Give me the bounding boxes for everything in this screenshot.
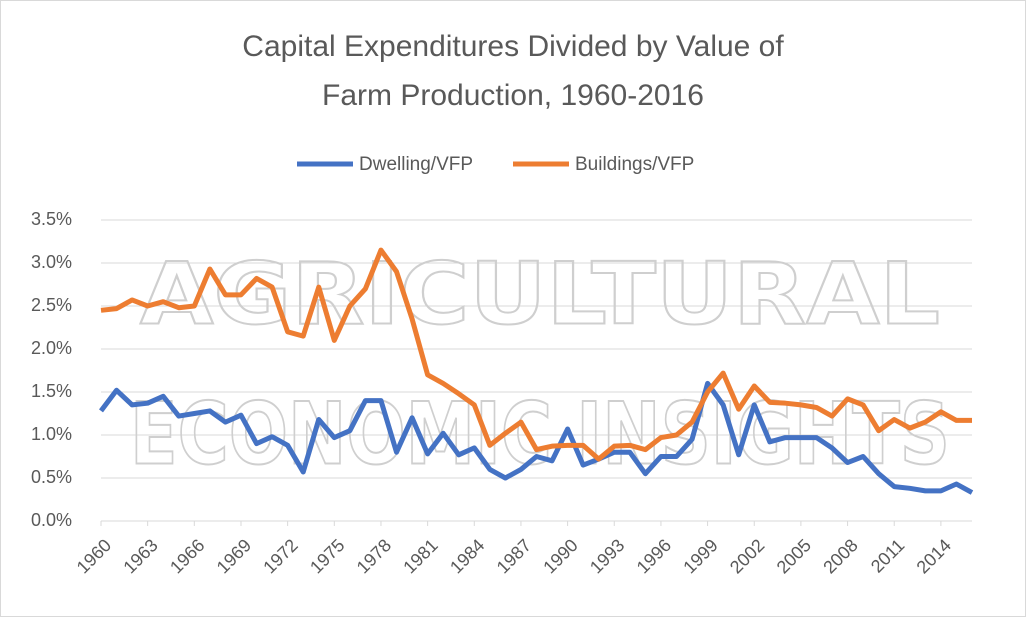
watermark: ECONOMIC INSIGHTS xyxy=(130,384,950,484)
y-tick-label: 3.0% xyxy=(31,252,72,272)
chart-title: Capital Expenditures Divided by Value of… xyxy=(242,30,784,112)
series-line xyxy=(100,247,972,462)
y-tick-label: 2.0% xyxy=(31,338,72,358)
y-tick-label: 1.5% xyxy=(31,381,72,401)
y-tick-label: 1.0% xyxy=(31,424,72,444)
legend-label: Dwelling/VFP xyxy=(359,154,473,175)
legend-label: Buildings/VFP xyxy=(575,154,694,175)
y-tick-label: 3.5% xyxy=(31,209,72,229)
watermark: AGRICULTURAL xyxy=(140,244,940,344)
y-tick-label: 0.0% xyxy=(31,510,72,530)
y-tick-label: 2.5% xyxy=(31,295,72,315)
y-tick-label: 0.5% xyxy=(31,467,72,487)
series-line xyxy=(99,380,974,495)
